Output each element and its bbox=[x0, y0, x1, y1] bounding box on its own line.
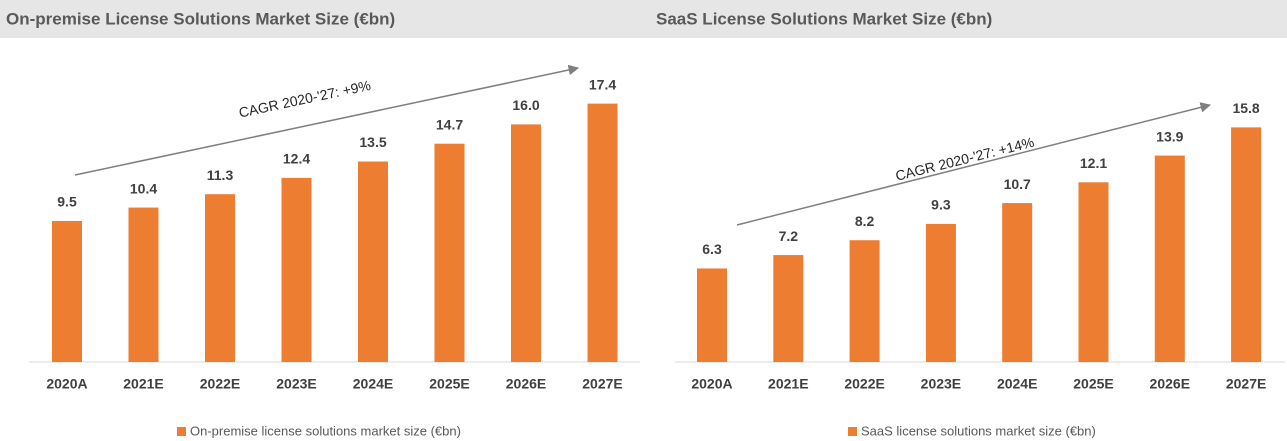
value-label: 10.7 bbox=[1004, 176, 1031, 192]
value-label: 17.4 bbox=[589, 76, 616, 92]
value-label: 14.7 bbox=[436, 116, 463, 132]
annotation: CAGR 2020-'27: +9% bbox=[237, 77, 372, 121]
title-band bbox=[0, 0, 1287, 38]
bar bbox=[1231, 127, 1262, 363]
x-tick-label: 2024E bbox=[353, 376, 393, 392]
cagr-arrow bbox=[736, 102, 1212, 226]
value-label: 10.4 bbox=[130, 180, 157, 196]
bar bbox=[511, 124, 541, 363]
bar bbox=[358, 161, 388, 362]
x-tick-label: 2020A bbox=[691, 376, 732, 392]
bar bbox=[281, 177, 312, 362]
legend-label: SaaS license solutions market size (€bn) bbox=[861, 423, 1096, 438]
bar bbox=[587, 103, 618, 363]
value-label: 13.5 bbox=[359, 134, 386, 150]
x-tick-label: 2022E bbox=[844, 376, 884, 392]
x-tick-label: 2022E bbox=[200, 376, 240, 392]
value-label: 9.5 bbox=[57, 194, 77, 210]
value-label: 8.2 bbox=[855, 213, 875, 229]
bar bbox=[1078, 182, 1109, 362]
value-label: 6.3 bbox=[702, 241, 722, 257]
bar bbox=[773, 255, 804, 362]
x-tick-label: 2021E bbox=[768, 376, 808, 392]
value-label: 15.8 bbox=[1232, 100, 1259, 116]
bar bbox=[128, 207, 159, 362]
x-tick-label: 2026E bbox=[1150, 376, 1190, 392]
value-label: 16.0 bbox=[512, 97, 539, 113]
x-tick-label: 2027E bbox=[1226, 376, 1266, 392]
legend-label: On-premise license solutions market size… bbox=[190, 423, 461, 438]
bar bbox=[205, 194, 235, 362]
value-label: 13.9 bbox=[1156, 128, 1183, 144]
bar bbox=[1154, 155, 1185, 362]
x-tick-label: 2024E bbox=[997, 376, 1037, 392]
bar bbox=[925, 223, 956, 362]
x-tick-label: 2023E bbox=[921, 376, 961, 392]
chart-title: SaaS License Solutions Market Size (€bn) bbox=[656, 9, 992, 28]
bar bbox=[849, 240, 880, 362]
x-tick-label: 2026E bbox=[506, 376, 546, 392]
x-tick-label: 2023E bbox=[276, 376, 316, 392]
x-tick-label: 2025E bbox=[1073, 376, 1113, 392]
value-label: 7.2 bbox=[779, 228, 799, 244]
x-tick-label: 2025E bbox=[429, 376, 469, 392]
x-tick-label: 2027E bbox=[582, 376, 622, 392]
chart-title: On-premise License Solutions Market Size… bbox=[6, 9, 395, 28]
x-tick-label: 2020A bbox=[46, 376, 87, 392]
cagr-arrow bbox=[74, 64, 580, 176]
bar bbox=[434, 143, 465, 362]
bar bbox=[52, 220, 82, 362]
value-label: 9.3 bbox=[931, 197, 951, 213]
value-label: 12.1 bbox=[1080, 155, 1107, 171]
bar bbox=[697, 268, 727, 362]
value-label: 12.4 bbox=[283, 151, 310, 167]
legend-swatch bbox=[848, 427, 857, 436]
x-tick-label: 2021E bbox=[123, 376, 163, 392]
legend-swatch bbox=[177, 427, 186, 436]
value-label: 11.3 bbox=[207, 167, 234, 183]
bar bbox=[1002, 203, 1033, 362]
